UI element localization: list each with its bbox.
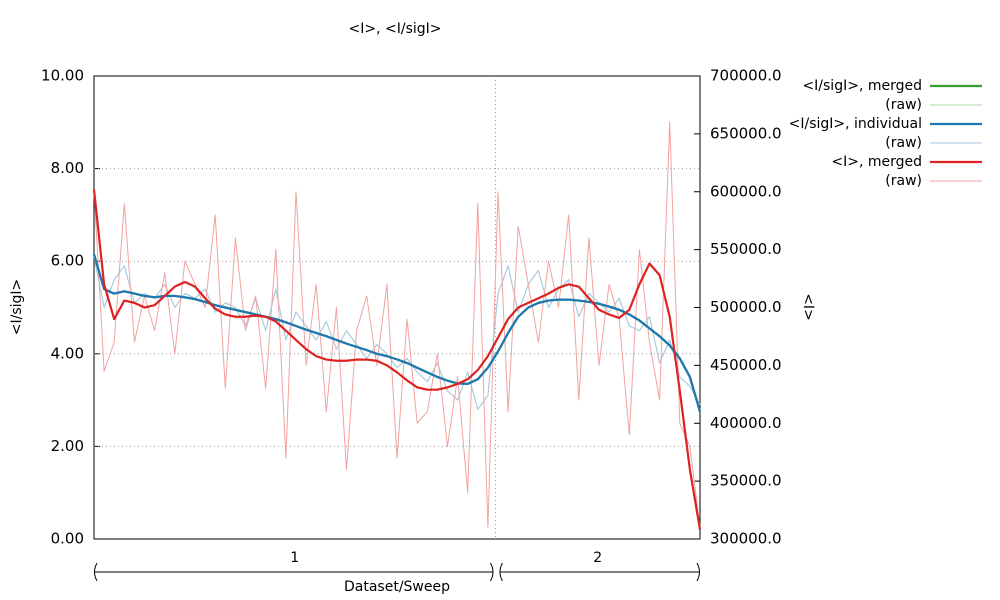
legend-label: <I/sigI>, merged: [802, 78, 922, 94]
series-line: [92, 189, 702, 530]
series-line: [93, 256, 701, 410]
dataset-bracket: [94, 562, 494, 582]
y2-tick-label: 650000.0: [710, 124, 782, 142]
y-tick-label: 2.00: [51, 437, 84, 455]
legend-label: <I/sigI>, individual: [789, 116, 922, 132]
legend-label: <I>, merged: [831, 154, 922, 170]
y2-tick-label: 450000.0: [710, 356, 782, 374]
y-tick-label: 6.00: [51, 252, 84, 270]
series-line: [93, 256, 701, 410]
dataset-bracket: [499, 562, 700, 582]
y2-axis-label: <I>: [800, 293, 816, 321]
y2-tick-label: 300000.0: [710, 530, 782, 548]
y2-tick-label: 700000.0: [710, 67, 782, 85]
series-line: [93, 121, 701, 528]
legend-label: (raw): [885, 97, 922, 113]
legend-label: (raw): [885, 173, 922, 189]
y2-tick-label: 600000.0: [710, 182, 782, 200]
dataset-label: 1: [290, 550, 299, 566]
y2-tick-label: 550000.0: [710, 240, 782, 258]
y2-tick-label: 400000.0: [710, 414, 782, 432]
y-tick-label: 4.00: [51, 344, 84, 362]
y-tick-label: 8.00: [51, 159, 84, 177]
x-axis-label: Dataset/Sweep: [344, 579, 450, 595]
y-tick-label: 0.00: [51, 530, 84, 548]
dataset-label: 2: [593, 550, 602, 566]
y-axis-label: <I/sigI>: [9, 279, 25, 336]
series-line: [92, 253, 702, 412]
y2-tick-label: 350000.0: [710, 472, 782, 490]
chart-title: <I>, <I/sigI>: [349, 21, 442, 37]
y-tick-label: 10.00: [41, 67, 84, 85]
y2-tick-label: 500000.0: [710, 298, 782, 316]
series-line: [92, 253, 702, 412]
legend-label: (raw): [885, 135, 922, 151]
